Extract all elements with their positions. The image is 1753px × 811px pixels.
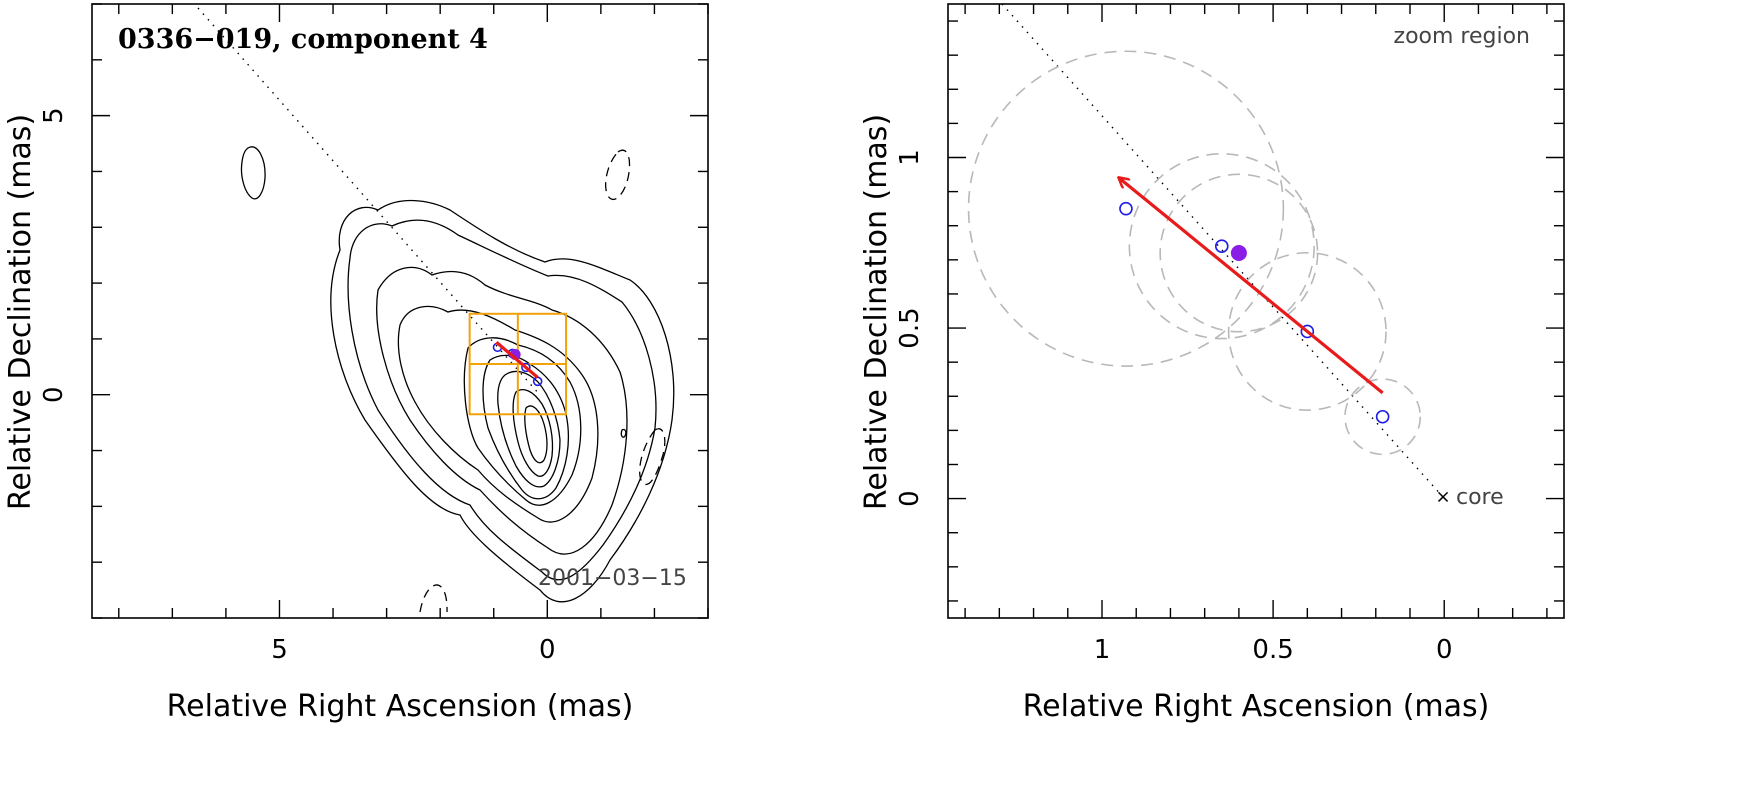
right-y-axis-label: Relative Declination (mas) <box>859 114 894 510</box>
x-tick-label: 5 <box>271 635 288 665</box>
component-marker <box>1300 324 1315 339</box>
zoom-box <box>468 312 568 416</box>
right-x-axis-label: Relative Right Ascension (mas) <box>1023 689 1490 724</box>
zoom-region-label: zoom region <box>1394 24 1530 49</box>
component-marker <box>1119 201 1133 216</box>
left-ticks: 5 0 5 0 <box>39 3 709 665</box>
error-circles <box>967 50 1422 456</box>
y-tick-label: 1 <box>895 149 925 166</box>
core-label: core <box>1456 485 1504 510</box>
y-tick-label: 0 <box>895 490 925 507</box>
component-marker <box>1375 409 1390 424</box>
negative-contours <box>419 149 666 613</box>
right-frame <box>947 3 1565 619</box>
x-tick-label: 0 <box>539 635 556 665</box>
x-tick-label: 0.5 <box>1252 635 1293 665</box>
error-circle <box>1128 152 1315 340</box>
component-filled <box>1230 245 1247 262</box>
epoch-label: 2001−03−15 <box>538 566 687 591</box>
left-frame <box>91 3 709 619</box>
component-marker <box>1214 239 1229 253</box>
x-tick-label: 1 <box>1094 635 1111 665</box>
right-ticks: 1 0.5 0 1 0.5 0 <box>895 4 1564 665</box>
y-tick-label: 5 <box>39 107 69 124</box>
velocity-arrow <box>1119 178 1384 395</box>
component-marker <box>521 362 531 373</box>
velocity-arrow <box>495 341 539 379</box>
y-tick-label: 0.5 <box>895 307 925 348</box>
left-y-axis-label: Relative Declination (mas) <box>3 114 38 510</box>
error-circle <box>1344 378 1422 456</box>
left-title: 0336−019, component 4 <box>118 24 488 55</box>
core-marker-icon: × <box>1435 487 1450 508</box>
contour-lines <box>240 146 675 603</box>
error-circle <box>1159 173 1319 333</box>
right-panel-zoom: × core 1 0.5 0 1 0.5 0 zoom region Relative R… <box>859 3 1565 724</box>
y-tick-label: 0 <box>39 386 69 403</box>
left-x-axis-label: Relative Right Ascension (mas) <box>167 689 634 724</box>
left-panel-contour-map: 5 0 5 0 0336−019, component 4 2001−03−15 Re… <box>3 3 709 724</box>
error-circle <box>967 50 1285 367</box>
x-tick-label: 0 <box>1436 635 1453 665</box>
ridge-line <box>197 7 541 396</box>
component-markers <box>1119 201 1390 424</box>
ridge-line <box>1001 3 1444 498</box>
error-circle <box>1227 251 1387 411</box>
